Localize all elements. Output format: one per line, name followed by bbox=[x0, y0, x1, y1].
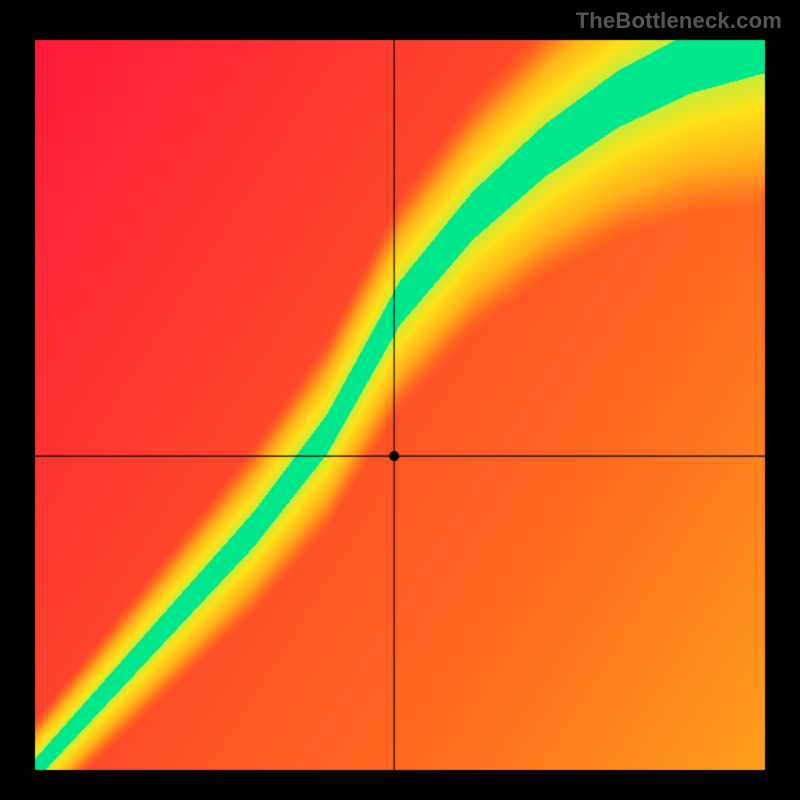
watermark-text: TheBottleneck.com bbox=[576, 8, 782, 34]
heatmap-canvas bbox=[0, 0, 800, 800]
chart-container: TheBottleneck.com bbox=[0, 0, 800, 800]
